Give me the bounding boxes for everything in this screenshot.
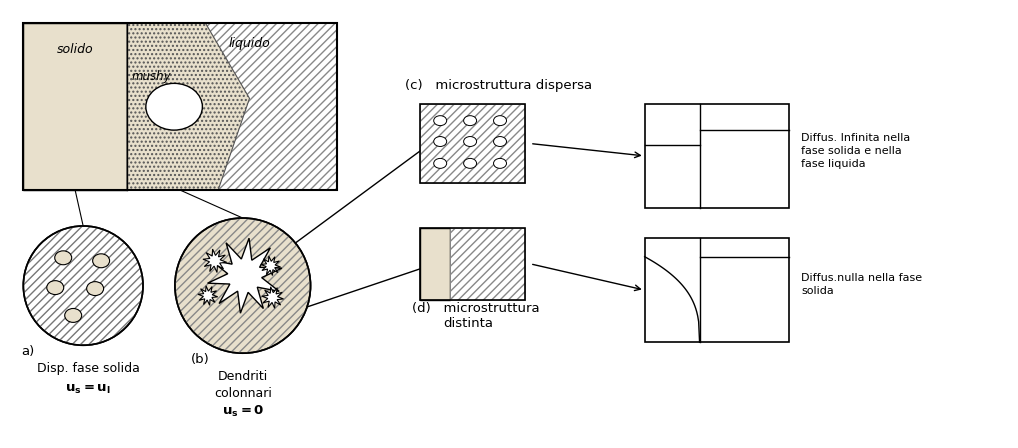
Bar: [23, 23, 127, 190]
Ellipse shape: [494, 137, 507, 146]
Ellipse shape: [87, 282, 104, 296]
Bar: [644, 238, 789, 342]
Bar: [23, 23, 338, 190]
Bar: [420, 104, 525, 183]
Text: (c)   microstruttura dispersa: (c) microstruttura dispersa: [405, 79, 592, 92]
Polygon shape: [203, 249, 227, 272]
Bar: [420, 228, 525, 300]
Ellipse shape: [146, 83, 203, 130]
Text: mushy: mushy: [132, 70, 172, 83]
Polygon shape: [262, 287, 284, 308]
Text: $\mathbf{u_s= u_l}$: $\mathbf{u_s= u_l}$: [65, 383, 111, 396]
Ellipse shape: [434, 159, 447, 168]
Text: (d)   microstruttura: (d) microstruttura: [412, 302, 540, 315]
Bar: [450, 228, 525, 300]
Ellipse shape: [494, 159, 507, 168]
Ellipse shape: [47, 280, 64, 294]
Bar: [420, 228, 450, 300]
Circle shape: [175, 218, 310, 353]
Ellipse shape: [463, 137, 476, 146]
Ellipse shape: [463, 116, 476, 125]
Text: Dendriti: Dendriti: [218, 370, 268, 383]
Text: Disp. fase solida: Disp. fase solida: [37, 362, 139, 375]
Ellipse shape: [434, 137, 447, 146]
Ellipse shape: [463, 159, 476, 168]
Ellipse shape: [434, 116, 447, 125]
Text: $\mathbf{u_s= 0}$: $\mathbf{u_s= 0}$: [222, 404, 264, 419]
Text: distinta: distinta: [443, 317, 493, 330]
Polygon shape: [127, 23, 249, 190]
Text: colonnari: colonnari: [214, 387, 272, 400]
Ellipse shape: [93, 254, 110, 268]
Ellipse shape: [55, 251, 71, 265]
Bar: [644, 104, 789, 208]
Ellipse shape: [494, 116, 507, 125]
Text: a): a): [21, 345, 35, 358]
Ellipse shape: [65, 309, 81, 323]
Text: solido: solido: [57, 43, 94, 56]
Polygon shape: [208, 238, 282, 313]
Text: Diffus. Infinita nella
fase solida e nella
fase liquida: Diffus. Infinita nella fase solida e nel…: [801, 133, 910, 169]
Polygon shape: [197, 286, 218, 306]
Text: liquido: liquido: [229, 37, 271, 50]
Bar: [420, 104, 525, 183]
Circle shape: [23, 226, 143, 345]
Polygon shape: [261, 256, 281, 276]
Bar: [127, 23, 338, 190]
Text: Diffus.nulla nella fase
solida: Diffus.nulla nella fase solida: [801, 273, 922, 297]
Text: (b): (b): [190, 353, 210, 366]
